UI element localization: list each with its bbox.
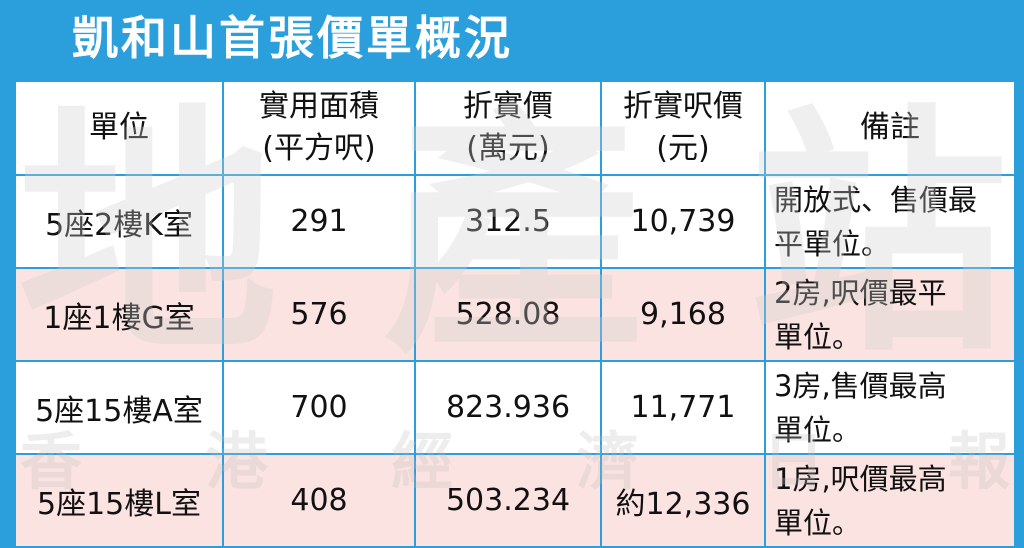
cell-unit: 5座2樓K室 (14, 174, 224, 269)
cell-price-per-sqft: 9,168 (600, 267, 766, 362)
cell-remark: 2房,呎價最平 單位。 (764, 267, 1016, 362)
header-price: 折實價 (萬元) (414, 80, 602, 176)
table-row: 5座15樓A室 700 823.936 11,771 3房,售價最高 單位。 (14, 360, 1016, 455)
header-unit: 單位 (14, 80, 224, 176)
header-area: 實用面積 (平方呎) (222, 80, 416, 176)
cell-price: 503.234 (414, 453, 602, 548)
cell-price: 823.936 (414, 360, 602, 455)
price-table: 單位 實用面積 (平方呎) 折實價 (萬元) 折實呎價 (元) 備註 (14, 80, 1016, 548)
cell-area: 291 (222, 174, 416, 269)
cell-remark: 1房,呎價最高 單位。 (764, 453, 1016, 548)
header-price-per-sqft: 折實呎價 (元) (600, 80, 766, 176)
cell-unit: 5座15樓L室 (14, 453, 224, 548)
cell-price: 312.5 (414, 174, 602, 269)
cell-area: 700 (222, 360, 416, 455)
cell-remark: 開放式、售價最 平單位。 (764, 174, 1016, 269)
table-row: 1座1樓G室 576 528.08 9,168 2房,呎價最平 單位。 (14, 267, 1016, 362)
cell-price-per-sqft: 約12,336 (600, 453, 766, 548)
cell-price-per-sqft: 10,739 (600, 174, 766, 269)
page-title: 凱和山首張價單概況 (72, 11, 513, 65)
cell-area: 576 (222, 267, 416, 362)
header-row: 單位 實用面積 (平方呎) 折實價 (萬元) 折實呎價 (元) 備註 (14, 80, 1016, 176)
cell-unit: 5座15樓A室 (14, 360, 224, 455)
header-remark: 備註 (764, 80, 1016, 176)
cell-price-per-sqft: 11,771 (600, 360, 766, 455)
cell-unit: 1座1樓G室 (14, 267, 224, 362)
cell-price: 528.08 (414, 267, 602, 362)
cell-remark: 3房,售價最高 單位。 (764, 360, 1016, 455)
table-row: 5座2樓K室 291 312.5 10,739 開放式、售價最 平單位。 (14, 174, 1016, 269)
table-row: 5座15樓L室 408 503.234 約12,336 1房,呎價最高 單位。 (14, 453, 1016, 548)
cell-area: 408 (222, 453, 416, 548)
